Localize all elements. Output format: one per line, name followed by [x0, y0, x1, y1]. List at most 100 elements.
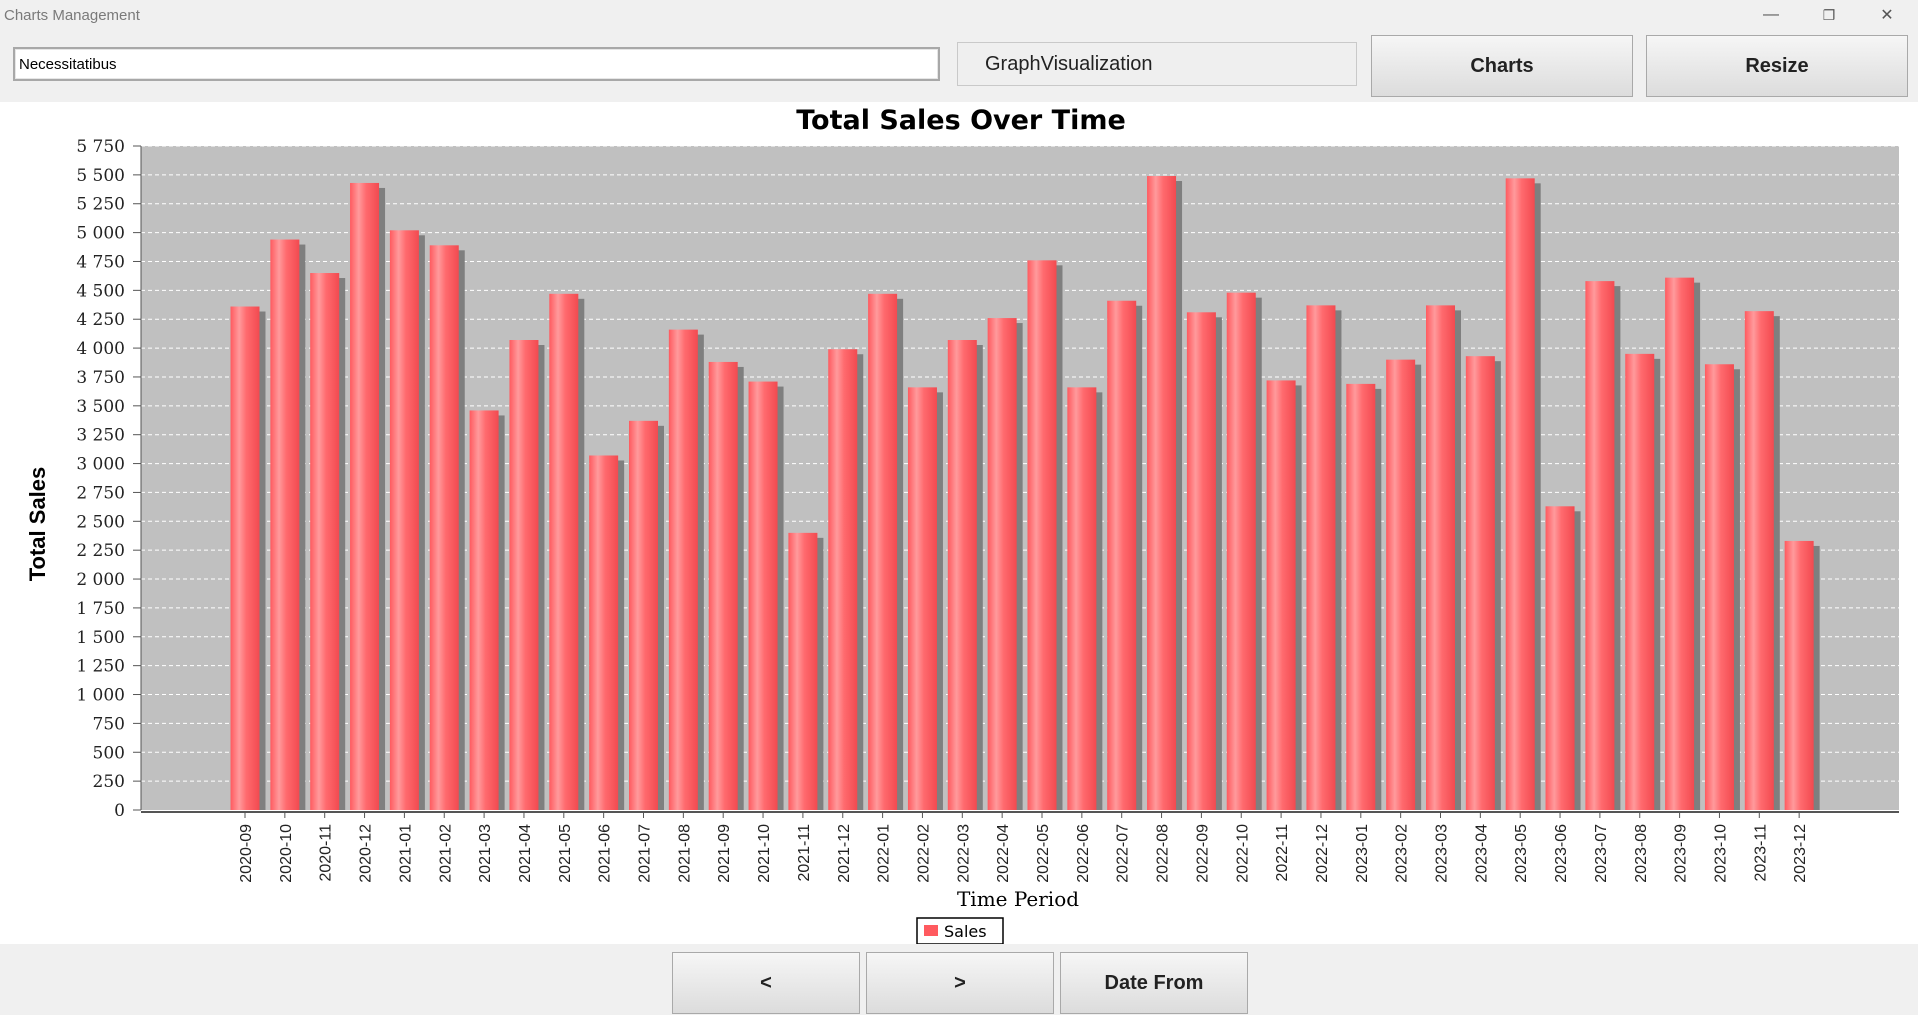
sales-bar-chart: Total Sales Over Time Total Sales Time P… — [0, 102, 1918, 944]
x-tick-label: 2023-09 — [1673, 824, 1690, 883]
bar — [1346, 384, 1375, 810]
y-tick-label: 5 750 — [76, 137, 125, 157]
bar — [430, 245, 459, 810]
x-tick-label: 2022-04 — [995, 824, 1012, 883]
x-tick-label: 2022-06 — [1075, 824, 1092, 883]
bar — [1785, 541, 1814, 810]
toolbar: GraphVisualization Charts Resize — [0, 30, 1918, 102]
y-tick-label: 500 — [93, 743, 125, 763]
bar — [231, 307, 260, 810]
x-tick-label: 2021-08 — [676, 824, 693, 883]
charts-button[interactable]: Charts — [1371, 35, 1633, 97]
x-tick-label: 2022-03 — [955, 824, 972, 883]
x-tick-label: 2021-11 — [796, 824, 813, 882]
y-tick-label: 0 — [114, 801, 125, 821]
legend-swatch — [924, 925, 938, 936]
bar — [310, 273, 339, 810]
x-tick-label: 2023-02 — [1394, 824, 1411, 883]
y-tick-label: 2 500 — [76, 512, 125, 532]
x-tick-label: 2021-09 — [716, 824, 733, 883]
x-tick-label: 2022-11 — [1274, 824, 1291, 882]
bar — [1665, 278, 1694, 810]
y-tick-label: 4 250 — [76, 310, 125, 330]
x-tick-label: 2021-10 — [756, 824, 773, 883]
y-tick-label: 1 000 — [76, 686, 125, 706]
y-tick-label: 3 500 — [76, 397, 125, 417]
y-tick-label: 250 — [93, 772, 125, 792]
y-axis-label: Total Sales — [25, 467, 50, 582]
y-tick-label: 5 250 — [76, 195, 125, 215]
graph-visualization-label: GraphVisualization — [957, 42, 1357, 86]
y-tick-label: 5 500 — [76, 166, 125, 186]
y-tick-label: 750 — [93, 714, 125, 734]
legend-label: Sales — [944, 922, 987, 941]
next-button[interactable]: > — [866, 952, 1054, 1014]
bar — [390, 230, 419, 810]
bar — [948, 340, 977, 810]
bar — [1147, 176, 1176, 810]
bar — [1625, 354, 1654, 810]
y-tick-label: 2 250 — [76, 541, 125, 561]
y-tick-label: 4 750 — [76, 252, 125, 272]
bar — [908, 387, 937, 810]
bar — [1067, 387, 1096, 810]
bar — [1267, 380, 1296, 810]
x-tick-label: 2022-02 — [915, 824, 932, 883]
x-axis-label: Time Period — [957, 887, 1079, 911]
bar — [509, 340, 538, 810]
close-icon[interactable]: ✕ — [1858, 0, 1916, 30]
x-tick-label: 2022-01 — [876, 824, 893, 883]
bar — [788, 533, 817, 810]
bar — [1187, 312, 1216, 810]
x-tick-label: 2021-03 — [477, 824, 494, 883]
x-tick-label: 2022-12 — [1314, 824, 1331, 883]
bar — [1386, 360, 1415, 810]
y-tick-label: 5 000 — [76, 224, 125, 244]
bar — [988, 318, 1017, 810]
previous-button[interactable]: < — [672, 952, 860, 1014]
x-tick-label: 2023-10 — [1712, 824, 1729, 883]
x-tick-label: 2022-10 — [1234, 824, 1251, 883]
y-tick-label: 3 750 — [76, 368, 125, 388]
bar — [1546, 506, 1575, 810]
y-tick-label: 2 000 — [76, 570, 125, 590]
x-tick-label: 2020-10 — [278, 824, 295, 883]
bar — [270, 240, 299, 810]
y-tick-label: 1 250 — [76, 657, 125, 677]
x-tick-label: 2021-06 — [597, 824, 614, 883]
x-tick-label: 2023-01 — [1354, 824, 1371, 883]
search-input[interactable] — [13, 47, 940, 81]
bar — [709, 362, 738, 810]
y-tick-label: 2 750 — [76, 483, 125, 503]
minimize-icon[interactable]: — — [1742, 0, 1800, 30]
x-tick-label: 2021-12 — [836, 824, 853, 883]
bar — [1306, 305, 1335, 810]
x-tick-label: 2023-03 — [1434, 824, 1451, 883]
x-tick-label: 2023-06 — [1553, 824, 1570, 883]
navigation-bar: < > Date From — [0, 944, 1918, 1015]
bar — [669, 330, 698, 810]
bar — [828, 349, 857, 810]
resize-button[interactable]: Resize — [1646, 35, 1908, 97]
x-tick-label: 2023-05 — [1513, 824, 1530, 883]
x-tick-label: 2021-05 — [557, 824, 574, 883]
chart-title: Total Sales Over Time — [796, 105, 1126, 136]
y-tick-label: 1 750 — [76, 599, 125, 619]
bar — [1466, 356, 1495, 810]
x-tick-label: 2022-09 — [1194, 824, 1211, 883]
x-tick-label: 2022-05 — [1035, 824, 1052, 883]
x-tick-label: 2023-04 — [1473, 824, 1490, 883]
bar — [350, 183, 379, 810]
bar — [589, 455, 618, 810]
y-tick-label: 4 500 — [76, 281, 125, 301]
x-tick-label: 2020-11 — [318, 824, 335, 882]
bar — [1506, 178, 1535, 810]
legend: Sales — [917, 918, 1003, 944]
x-tick-label: 2023-07 — [1593, 824, 1610, 883]
x-tick-label: 2021-07 — [637, 824, 654, 883]
restore-icon[interactable]: ❐ — [1800, 0, 1858, 30]
date-from-button[interactable]: Date From — [1060, 952, 1248, 1014]
bar — [1745, 311, 1774, 810]
bar — [1028, 260, 1057, 810]
bar — [749, 382, 778, 810]
